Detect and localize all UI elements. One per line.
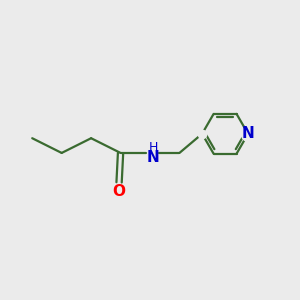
Text: H: H [148, 141, 158, 154]
Text: O: O [112, 184, 125, 199]
Text: N: N [147, 150, 159, 165]
Text: N: N [242, 126, 254, 141]
